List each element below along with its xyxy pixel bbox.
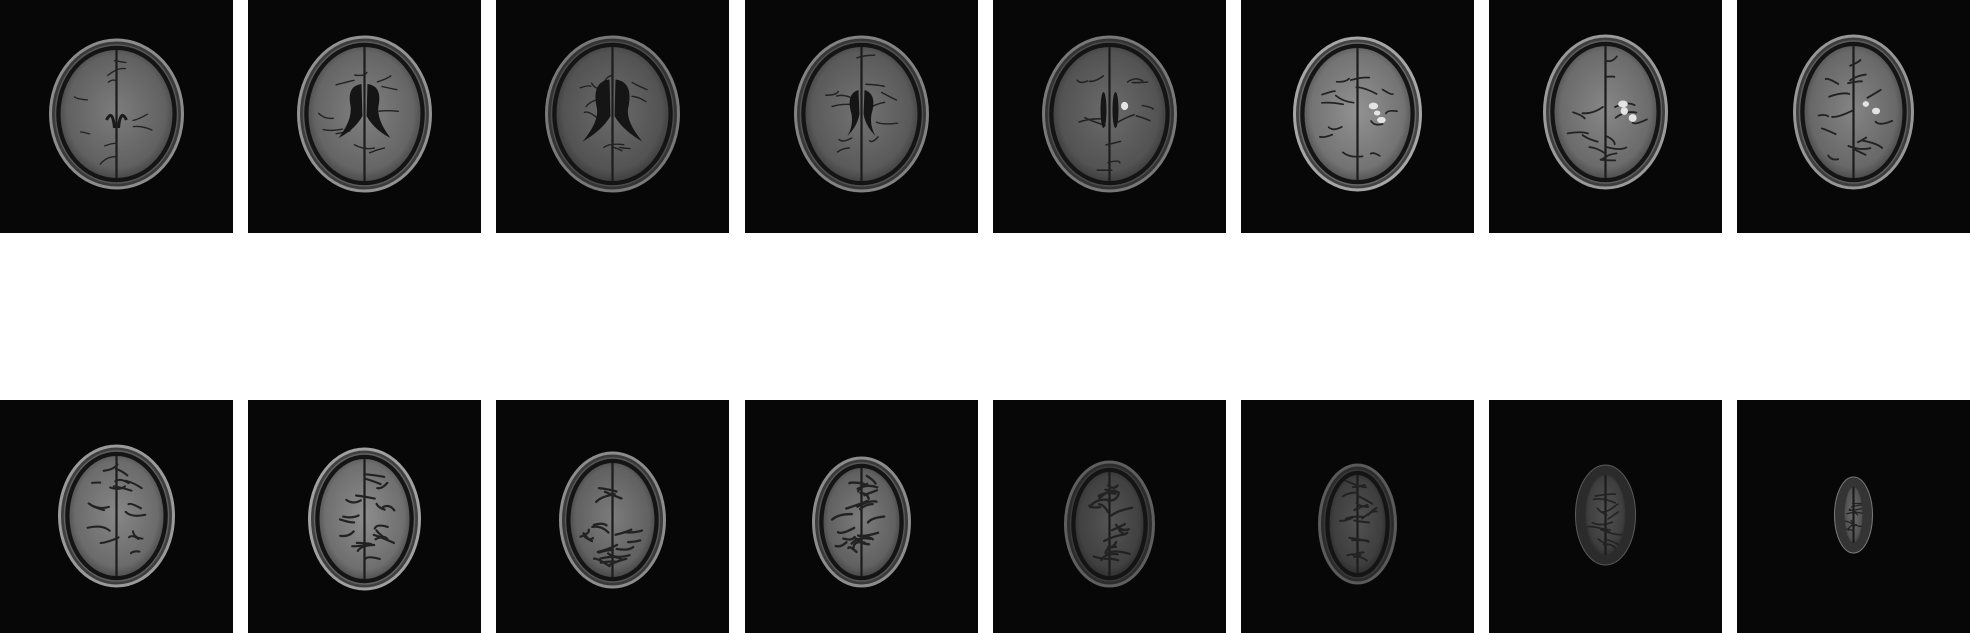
- mri-slice-7: [1489, 0, 1722, 233]
- mri-slice-image: [0, 0, 233, 233]
- mri-slice-image: [496, 400, 729, 633]
- mri-slice-8: [1737, 0, 1970, 233]
- mri-slice-10: [248, 400, 481, 633]
- slice-row-top: [0, 0, 1970, 233]
- mri-slice-13: [993, 400, 1226, 633]
- mri-slice-image: [1737, 400, 1970, 633]
- mri-slice-image: [496, 0, 729, 233]
- mri-slice-11: [496, 400, 729, 633]
- mri-slice-4: [745, 0, 978, 233]
- mri-slice-image: [1241, 0, 1474, 233]
- mri-slice-1: [0, 0, 233, 233]
- mri-slice-14: [1241, 400, 1474, 633]
- mri-slice-image: [248, 400, 481, 633]
- mri-slice-image: [993, 400, 1226, 633]
- mri-slice-12: [745, 400, 978, 633]
- mri-slice-image: [745, 400, 978, 633]
- mri-slice-16: [1737, 400, 1970, 633]
- mri-slice-image: [745, 0, 978, 233]
- mri-slice-image: [993, 0, 1226, 233]
- mri-slice-2: [248, 0, 481, 233]
- mri-slice-image: [1241, 400, 1474, 633]
- mri-slice-3: [496, 0, 729, 233]
- mri-slice-image: [0, 400, 233, 633]
- mri-slice-6: [1241, 0, 1474, 233]
- mri-slice-9: [0, 400, 233, 633]
- mri-slice-image: [1489, 400, 1722, 633]
- mri-slice-15: [1489, 400, 1722, 633]
- mri-slice-image: [1489, 0, 1722, 233]
- slice-row-bottom: [0, 400, 1970, 633]
- mri-slice-image: [248, 0, 481, 233]
- mri-slice-image: [1737, 0, 1970, 233]
- mri-slice-5: [993, 0, 1226, 233]
